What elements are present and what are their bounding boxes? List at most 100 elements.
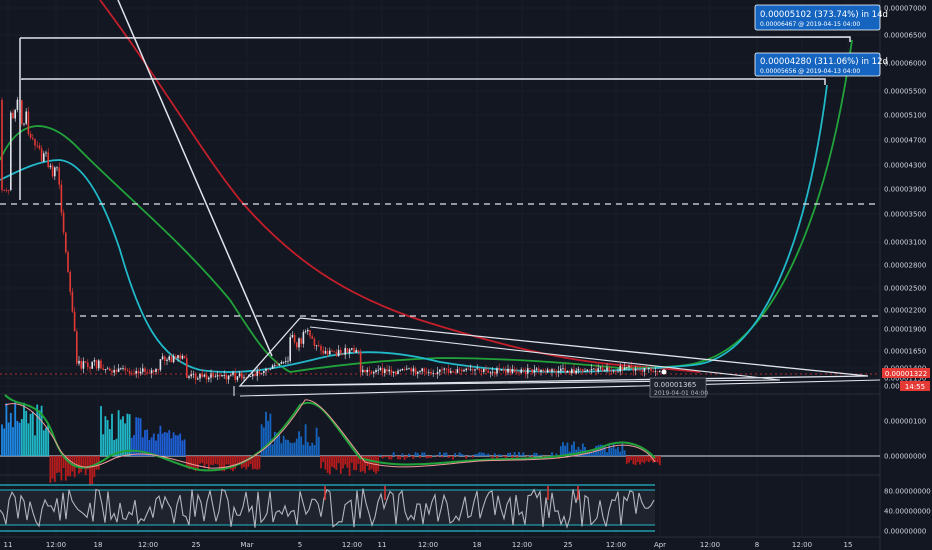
candle-body [634, 369, 637, 371]
histogram-bar [502, 456, 505, 457]
candle-body [399, 370, 401, 371]
candle-body [232, 372, 234, 375]
candle-body [111, 370, 113, 373]
histogram-bar [238, 456, 241, 465]
histogram-bar [366, 456, 369, 467]
candle-body [542, 369, 544, 371]
histogram-bar [463, 454, 465, 456]
candle-body [58, 167, 60, 185]
histogram-bar [229, 456, 232, 470]
histogram-bar [236, 456, 239, 464]
histogram-bar [144, 430, 146, 456]
histogram-bar [194, 456, 197, 472]
candle-body [509, 368, 511, 373]
histogram-bar [388, 456, 391, 460]
histogram-bar [610, 447, 613, 456]
candle-body [150, 370, 153, 374]
candle-body [564, 368, 566, 373]
candle-body [161, 356, 164, 360]
candle-body [109, 368, 111, 371]
histogram-bar [199, 456, 201, 464]
histogram-bars [0, 394, 880, 485]
candle-body [298, 338, 300, 348]
histogram-bar [196, 456, 199, 471]
histogram-axis-label: 0.00000000 [884, 453, 926, 461]
ma-cyan-line [0, 84, 828, 373]
histogram-bar [353, 456, 355, 470]
histogram-bar [485, 454, 487, 456]
histogram-bar [82, 456, 85, 467]
price-axis-label: 0.00002800 [884, 262, 926, 270]
histogram-bar [34, 435, 36, 456]
histogram-bar [179, 433, 182, 456]
histogram-bar [139, 418, 142, 456]
histogram-bar [399, 456, 402, 460]
histogram-bar [581, 443, 584, 456]
candle-body [73, 311, 76, 332]
histogram-bar [357, 456, 360, 464]
time-axis-label: 12:00 [606, 541, 626, 549]
candle-body [461, 369, 463, 372]
candle-body [144, 368, 146, 372]
histogram-bar [592, 450, 595, 456]
histogram-bar [333, 456, 336, 469]
histogram-bar [559, 446, 562, 456]
histogram-bar [155, 440, 157, 456]
candle-body [287, 360, 289, 362]
candle-body [425, 371, 428, 373]
time-axis-label: 12:00 [700, 541, 720, 549]
target-label-1[interactable]: 0.00005102 (373.74%) in 14d 0.00006467 @… [754, 4, 888, 31]
candle-body [454, 372, 456, 374]
candle-body [258, 371, 261, 374]
candle-body [179, 355, 181, 359]
candle-body [45, 152, 47, 154]
candle-body [353, 348, 355, 353]
candle-body [203, 374, 206, 377]
time-axis: 11 12:00 18 12:00 25 Mar 5 12:00 11 12:00 18 12:00 2… [4, 541, 853, 549]
candle-body [403, 368, 406, 370]
candle-body [263, 370, 265, 374]
candle-body [60, 184, 63, 213]
histogram-bar [324, 456, 327, 470]
candle-body [626, 367, 628, 369]
oscillator-axis-label: 0.00000000 [884, 528, 926, 536]
histogram-bar [421, 452, 424, 456]
candle-body [91, 361, 93, 369]
histogram-bar [458, 452, 461, 456]
candle-body [315, 345, 318, 347]
candle-body [408, 368, 410, 370]
candle-body [604, 370, 606, 372]
candle-body [331, 350, 333, 352]
candle-body [249, 376, 252, 378]
histogram-bar [320, 456, 322, 469]
time-axis-label: 8 [755, 541, 759, 549]
support-line [239, 379, 881, 397]
target-label-2[interactable]: 0.00004280 (311.06%) in 12d 0.00005656 @… [754, 52, 888, 77]
candle-body [553, 369, 555, 371]
histogram-bar [540, 454, 542, 456]
histogram-bar [280, 443, 283, 456]
histogram-bar [113, 440, 116, 456]
histogram-bar [256, 456, 259, 470]
histogram-bar [47, 424, 50, 456]
histogram-bar [249, 456, 252, 465]
candle-body [412, 368, 415, 372]
histogram-bar [95, 456, 98, 470]
candle-body [234, 372, 236, 380]
histogram-bar [590, 452, 593, 456]
histogram-bar [58, 456, 61, 473]
target-2-title: 0.00004280 (311.06%) in 12d [760, 57, 888, 67]
histogram-bar [159, 425, 162, 456]
histogram-bar [163, 431, 166, 456]
candle-body [566, 371, 569, 373]
candle-body [366, 369, 368, 373]
candle-body [571, 369, 573, 374]
candle-body [236, 376, 239, 380]
candle-body [135, 370, 137, 374]
candle-body [342, 353, 344, 355]
histogram-bar [260, 424, 263, 456]
time-axis-label: 11 [378, 541, 387, 549]
candle-body [124, 368, 126, 371]
